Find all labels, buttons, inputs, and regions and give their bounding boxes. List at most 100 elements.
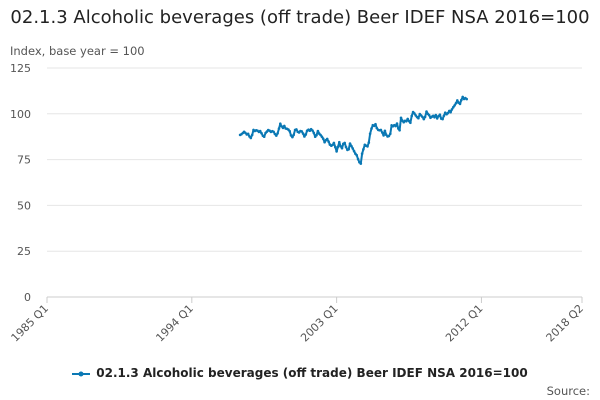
data-point[interactable] [304,133,308,136]
data-point[interactable] [456,99,459,102]
data-point[interactable] [427,113,431,117]
data-point[interactable] [339,144,342,148]
data-point[interactable] [449,110,452,114]
data-point[interactable] [454,101,458,105]
data-point[interactable] [350,144,353,148]
data-point[interactable] [368,132,372,136]
data-point[interactable] [374,122,377,126]
data-point[interactable] [397,127,400,130]
data-point[interactable] [383,129,387,133]
data-point[interactable] [409,121,412,125]
data-point[interactable] [355,153,359,157]
data-point[interactable] [461,95,465,99]
data-point[interactable] [325,137,329,141]
data-point[interactable] [417,116,420,120]
data-point[interactable] [433,116,436,119]
data-point[interactable] [356,157,360,161]
data-point[interactable] [288,129,292,133]
data-point[interactable] [343,141,347,145]
data-point[interactable] [405,120,408,123]
legend[interactable]: 02.1.3 Alcoholic beverages (off trade) B… [0,366,600,380]
data-point[interactable] [423,115,427,119]
data-point[interactable] [311,129,314,132]
data-point[interactable] [389,132,392,136]
source-label[interactable]: Source: [546,384,590,398]
data-point[interactable] [413,112,416,115]
data-point[interactable] [370,127,373,130]
data-point[interactable] [434,113,438,117]
data-point[interactable] [348,142,352,145]
data-point[interactable] [382,134,385,137]
data-point[interactable] [301,132,305,135]
data-point[interactable] [300,130,304,133]
data-point[interactable] [332,141,336,145]
data-point[interactable] [446,111,450,115]
data-point[interactable] [453,104,456,107]
data-point[interactable] [399,116,403,120]
data-point[interactable] [438,113,442,116]
data-point[interactable] [331,143,334,147]
data-point[interactable] [335,150,338,153]
data-point[interactable] [410,114,414,118]
data-point[interactable] [292,133,296,137]
data-point[interactable] [395,122,399,125]
data-point[interactable] [260,131,263,135]
data-point[interactable] [360,152,364,155]
y-tick-label: 75 [17,154,31,167]
data-point[interactable] [452,105,455,109]
data-point[interactable] [366,145,369,148]
data-point[interactable] [351,147,355,150]
data-point[interactable] [262,135,266,138]
data-point[interactable] [441,117,444,121]
data-point[interactable] [323,140,326,144]
data-point[interactable] [398,129,401,132]
data-point[interactable] [250,133,254,137]
data-point[interactable] [347,148,351,151]
data-point[interactable] [315,133,318,137]
data-point[interactable] [344,145,348,149]
data-point[interactable] [320,135,324,138]
data-point[interactable] [375,126,379,130]
data-point[interactable] [303,135,306,138]
data-point[interactable] [291,135,294,139]
data-point[interactable] [272,130,275,134]
data-point[interactable] [442,114,446,118]
data-point[interactable] [327,140,330,143]
data-point[interactable] [279,122,282,125]
data-point[interactable] [352,149,356,153]
data-point[interactable] [406,117,410,121]
data-point[interactable] [422,117,426,121]
data-point[interactable] [275,134,278,137]
data-point[interactable] [450,108,454,111]
data-point[interactable] [367,141,371,144]
data-point[interactable] [312,131,316,135]
data-point[interactable] [249,136,253,140]
data-point[interactable] [394,124,397,128]
data-point[interactable] [425,110,428,113]
data-point[interactable] [465,97,469,101]
data-point[interactable] [435,117,439,120]
data-point[interactable] [380,131,384,134]
data-point[interactable] [295,128,298,131]
data-point[interactable] [321,137,325,140]
data-point[interactable] [336,145,340,149]
data-point[interactable] [281,126,285,130]
data-point[interactable] [246,132,250,136]
data-point[interactable] [421,115,424,119]
data-point[interactable] [340,146,344,150]
data-point[interactable] [387,134,391,138]
data-point[interactable] [334,145,337,149]
data-point[interactable] [359,162,363,165]
data-point[interactable] [277,127,281,130]
data-point[interactable] [276,132,279,135]
data-point[interactable] [316,129,320,133]
data-point[interactable] [258,129,262,133]
data-point[interactable] [384,133,388,136]
data-point[interactable] [460,98,463,102]
data-point[interactable] [362,148,365,151]
data-point[interactable] [319,133,322,137]
data-point[interactable] [338,140,341,144]
data-point[interactable] [379,128,383,132]
data-point[interactable] [283,124,286,128]
data-point[interactable] [458,102,462,106]
